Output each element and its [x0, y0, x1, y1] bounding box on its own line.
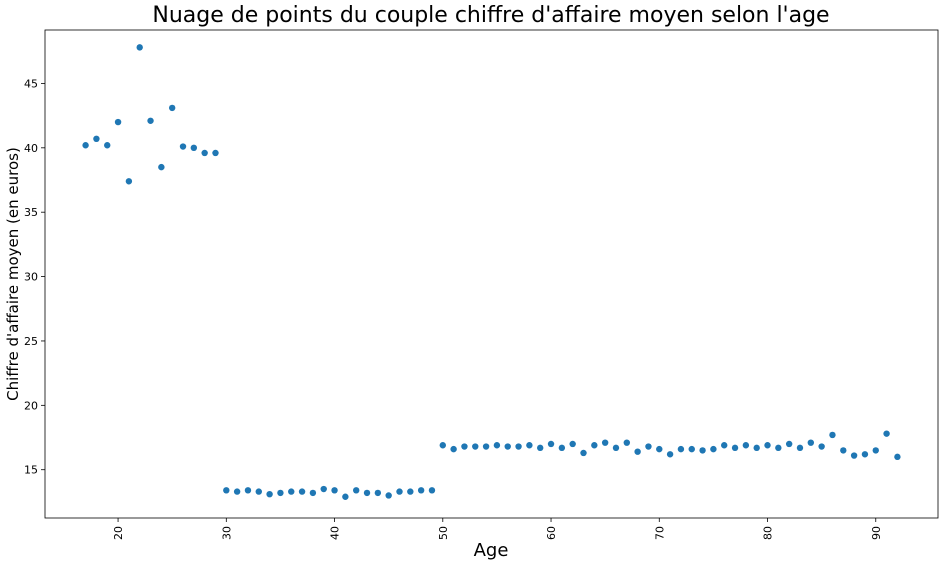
y-tick-label: 35 — [24, 206, 38, 219]
data-point — [829, 431, 836, 439]
data-point — [179, 143, 187, 150]
x-tick-label: 90 — [870, 526, 883, 540]
data-point — [677, 445, 685, 453]
data-point — [482, 443, 490, 450]
data-point — [504, 443, 511, 450]
data-point — [883, 430, 890, 437]
data-point — [114, 118, 122, 126]
data-point — [298, 488, 306, 495]
data-point — [645, 443, 652, 450]
x-tick-label: 40 — [329, 526, 342, 540]
x-axis-label: Age — [474, 540, 509, 561]
data-point — [331, 487, 338, 494]
data-point — [601, 439, 609, 446]
data-points — [82, 44, 901, 500]
y-tick-label: 45 — [24, 77, 38, 90]
data-point — [580, 449, 587, 457]
data-point — [526, 442, 533, 449]
data-point — [721, 442, 728, 449]
data-point — [439, 442, 446, 449]
data-point — [168, 104, 176, 112]
x-tick-label: 30 — [220, 526, 233, 540]
data-point — [136, 44, 143, 51]
data-point — [342, 493, 349, 500]
data-point — [266, 490, 273, 498]
data-point — [872, 447, 879, 454]
data-point — [558, 444, 566, 452]
y-tick-label: 40 — [24, 142, 38, 155]
data-point — [656, 445, 663, 453]
data-point — [363, 489, 371, 497]
y-axis-label: Chiffre d'affaire moyen (en euros) — [4, 147, 22, 401]
data-point — [753, 444, 760, 452]
data-point — [775, 444, 782, 452]
x-tick-label: 70 — [653, 526, 666, 540]
data-point — [396, 488, 403, 495]
data-point — [634, 448, 641, 455]
data-point — [244, 487, 252, 494]
x-tick-label: 60 — [545, 526, 558, 540]
data-point — [417, 487, 425, 494]
data-point — [277, 489, 284, 497]
data-point — [807, 439, 815, 446]
data-point — [688, 445, 695, 453]
data-point — [537, 444, 544, 452]
data-point — [547, 440, 555, 448]
data-point — [450, 445, 457, 453]
data-point — [796, 444, 804, 452]
data-point — [233, 488, 241, 495]
data-point — [158, 163, 165, 171]
data-point — [385, 492, 392, 499]
data-point — [352, 487, 360, 494]
data-point — [320, 485, 327, 493]
data-point — [742, 442, 750, 449]
data-point — [515, 443, 522, 450]
data-point — [731, 444, 739, 452]
data-point — [612, 444, 620, 452]
data-point — [818, 443, 825, 450]
data-point — [840, 447, 847, 454]
data-point — [223, 487, 230, 494]
data-point — [591, 442, 598, 449]
data-point — [569, 440, 576, 448]
data-point — [125, 178, 133, 185]
data-point — [255, 488, 262, 495]
data-point — [190, 144, 198, 152]
data-point — [309, 489, 317, 497]
data-point — [764, 442, 771, 449]
data-point — [666, 451, 674, 458]
data-point — [699, 447, 706, 454]
data-point — [428, 487, 436, 494]
data-point — [710, 445, 717, 453]
data-point — [850, 452, 858, 459]
data-point — [861, 451, 869, 458]
data-point — [493, 442, 501, 449]
y-tick-label: 15 — [24, 464, 38, 477]
chart-title: Nuage de points du couple chiffre d'affa… — [152, 3, 829, 28]
data-point — [374, 489, 382, 497]
data-point — [201, 149, 208, 157]
data-point — [93, 135, 100, 143]
y-tick-label: 30 — [24, 271, 38, 284]
plot-area-frame — [44, 29, 939, 519]
data-point — [894, 453, 901, 461]
x-tick-label: 50 — [437, 526, 450, 540]
data-point — [623, 439, 631, 446]
data-point — [288, 488, 295, 495]
data-point — [472, 443, 479, 450]
x-axis: 20 30 40 50 60 70 80 90 — [112, 518, 883, 540]
data-point — [147, 117, 154, 124]
data-point — [461, 443, 468, 450]
y-axis: 15 20 25 30 35 40 45 — [24, 77, 45, 477]
x-tick-label: 80 — [762, 526, 775, 540]
data-point — [212, 149, 219, 157]
x-tick-label: 20 — [112, 526, 125, 540]
data-point — [785, 440, 793, 448]
data-point — [82, 142, 89, 149]
data-point — [407, 488, 414, 495]
y-tick-label: 20 — [24, 399, 38, 412]
data-point — [104, 142, 111, 149]
y-tick-label: 25 — [24, 335, 38, 348]
